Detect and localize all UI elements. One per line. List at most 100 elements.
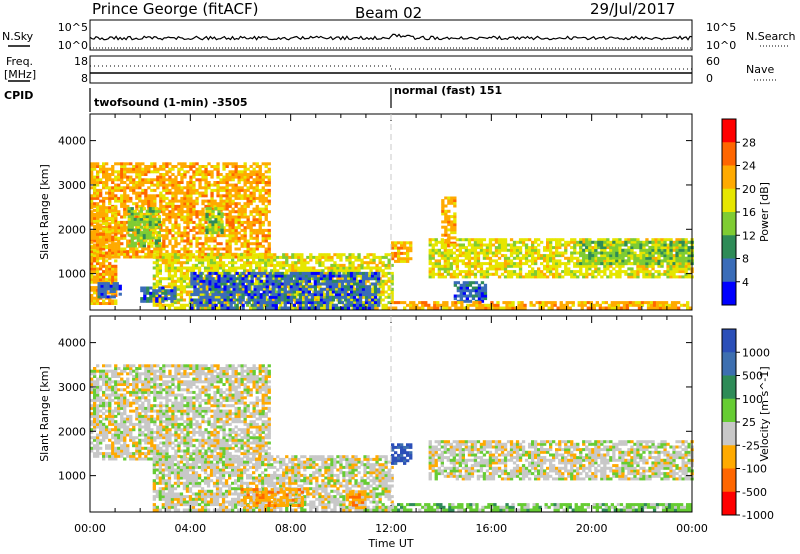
heatmap-cell	[228, 202, 232, 206]
heatmap-cell	[310, 301, 314, 305]
heatmap-cell	[358, 303, 363, 307]
heatmap-cell	[157, 233, 161, 237]
heatmap-cell	[431, 238, 435, 242]
heatmap-cell	[265, 293, 269, 297]
heatmap-cell	[129, 170, 133, 174]
heatmap-cell	[115, 284, 119, 288]
heatmap-cell	[273, 263, 277, 267]
heatmap-cell	[214, 287, 218, 291]
heatmap-cell	[328, 285, 333, 289]
heatmap-cell	[309, 255, 313, 259]
heatmap-cell	[180, 215, 184, 219]
heatmap-cell	[108, 191, 112, 195]
heatmap-cell	[252, 236, 256, 240]
heatmap-cell	[183, 191, 187, 195]
heatmap-cell	[199, 277, 203, 281]
heatmap-cell	[132, 247, 136, 251]
heatmap-cell	[444, 220, 448, 224]
heatmap-cell	[243, 183, 247, 187]
heatmap-cell	[171, 165, 175, 168]
heatmap-cell	[319, 274, 324, 278]
heatmap-cell	[243, 236, 247, 240]
heatmap-cell	[129, 199, 133, 203]
heatmap-cell	[261, 223, 265, 227]
heatmap-cell	[540, 254, 544, 258]
heatmap-cell	[161, 306, 165, 310]
heatmap-cell	[147, 167, 151, 171]
heatmap-cell	[167, 269, 172, 273]
heatmap-cell	[192, 202, 196, 206]
heatmap-cell	[99, 211, 103, 215]
heatmap-cell	[381, 298, 385, 302]
heatmap-cell	[213, 188, 217, 192]
heatmap-cell	[378, 285, 382, 289]
heatmap-cell	[211, 231, 215, 235]
heatmap-cell	[143, 294, 147, 298]
heatmap-cell	[289, 274, 293, 278]
heatmap-cell	[409, 243, 413, 247]
heatmap-cell	[291, 266, 295, 270]
heatmap-cell	[307, 290, 311, 294]
heatmap-cell	[115, 282, 119, 286]
heatmap-cell	[370, 303, 375, 307]
heatmap-cell	[358, 271, 363, 275]
heatmap-cell	[387, 306, 391, 310]
heatmap-cell	[108, 272, 112, 276]
heatmap-cell	[142, 228, 146, 232]
heatmap-cell	[549, 259, 553, 263]
heatmap-cell	[90, 264, 94, 268]
heatmap-cell	[151, 241, 155, 245]
heatmap-cell	[195, 236, 199, 240]
heatmap-cell	[249, 186, 253, 190]
heatmap-cell	[264, 269, 268, 273]
heatmap-cell	[222, 175, 226, 179]
heatmap-cell	[473, 240, 478, 244]
heatmap-cell	[135, 167, 139, 171]
cpid-mode2: normal (fast) 151	[394, 84, 502, 97]
heatmap-cell	[361, 287, 366, 291]
heatmap-cell	[506, 256, 511, 260]
heatmap-cell	[170, 274, 175, 278]
heatmap-cell	[464, 262, 468, 266]
heatmap-cell	[164, 297, 168, 301]
heatmap-cell	[285, 255, 289, 259]
heatmap-cell	[258, 188, 262, 192]
heatmap-cell	[450, 196, 454, 200]
heatmap-cell	[506, 270, 511, 274]
heatmap-cell	[310, 303, 314, 307]
heatmap-cell	[531, 267, 535, 271]
heatmap-cell	[345, 255, 349, 259]
heatmap-cell	[549, 267, 553, 271]
heatmap-cell	[570, 240, 574, 244]
heatmap-cell	[684, 267, 688, 271]
heatmap-cell	[316, 279, 321, 283]
heatmap-cell	[141, 199, 145, 203]
heatmap-cell	[114, 270, 118, 274]
heatmap-cell	[174, 188, 178, 192]
heatmap-cell	[585, 243, 589, 247]
heatmap-cell	[179, 271, 184, 275]
heatmap-cell	[231, 239, 235, 243]
heatmap-cell	[249, 252, 253, 256]
heatmap-cell	[111, 219, 115, 223]
heatmap-cell	[167, 266, 172, 270]
heatmap-cell	[440, 267, 444, 271]
heatmap-cell	[518, 238, 523, 242]
heatmap-cell	[249, 263, 253, 267]
heatmap-cell	[207, 223, 211, 227]
heatmap-cell	[96, 227, 100, 231]
heatmap-cell	[162, 196, 166, 200]
heatmap-cell	[328, 287, 333, 291]
heatmap-cell	[264, 188, 268, 192]
heatmap-cell	[360, 261, 364, 265]
heatmap-cell	[286, 301, 290, 305]
heatmap-cell	[567, 259, 571, 263]
heatmap-cell	[546, 267, 550, 271]
heatmap-cell	[450, 225, 454, 229]
heatmap-cell	[162, 236, 166, 240]
heatmap-cell	[180, 212, 184, 216]
heatmap-cell	[318, 269, 322, 273]
heatmap-cell	[325, 293, 330, 297]
heatmap-cell	[258, 175, 262, 179]
heatmap-cell	[133, 241, 137, 245]
